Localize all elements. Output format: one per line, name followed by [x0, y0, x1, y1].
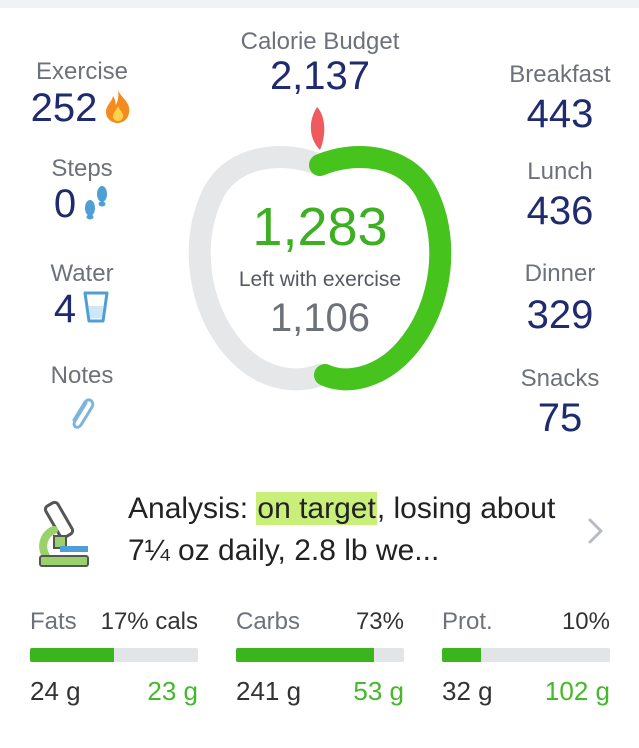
water-stat[interactable]: 4 [12, 287, 152, 332]
water-glass-icon [82, 290, 110, 329]
macro-name: Fats [30, 608, 77, 635]
exercise-value: 252 [30, 86, 98, 130]
calorie-budget-value[interactable]: 2,137 [269, 54, 371, 98]
calorie-budget-label: Calorie Budget [240, 28, 400, 55]
dinner-label: Dinner [524, 260, 596, 287]
exercise-label: Exercise [35, 58, 129, 85]
analysis-prefix: Analysis: [128, 492, 257, 525]
analysis-detail: , losing about 7¼ oz daily, 2.8 lb we... [128, 492, 556, 567]
apple-leaf [310, 107, 325, 150]
footsteps-icon [82, 184, 110, 225]
macro-used: 32 g [442, 676, 493, 706]
left-with-exercise-value: 1,106 [269, 296, 371, 340]
macro-bar-track [236, 648, 404, 662]
analysis-text: Analysis: on target, losing about 7¼ oz … [128, 488, 578, 572]
macro-carbs[interactable]: Carbs 73% 241 g 53 g [236, 608, 404, 707]
lunch-label: Lunch [527, 158, 593, 185]
microscope-icon [34, 496, 94, 577]
water-label: Water [50, 260, 114, 287]
breakfast-label: Breakfast [509, 61, 611, 88]
macro-used: 24 g [30, 676, 81, 706]
macro-percent: 17% cals [100, 608, 198, 635]
macro-goal: 23 g [147, 676, 198, 706]
exercise-stat[interactable]: 252 [12, 86, 152, 131]
analysis-row[interactable]: Analysis: on target, losing about 7¼ oz … [0, 488, 639, 588]
top-bar [0, 0, 639, 8]
steps-label: Steps [51, 155, 113, 182]
water-value: 4 [53, 287, 77, 331]
steps-value: 0 [53, 182, 77, 226]
macro-protein[interactable]: Prot. 10% 32 g 102 g [442, 608, 610, 707]
chevron-right-icon[interactable] [586, 516, 606, 551]
lunch-value[interactable]: 436 [526, 189, 594, 233]
macro-percent: 10% [561, 608, 610, 635]
analysis-status-highlight: on target [256, 492, 377, 525]
macro-goal: 53 g [353, 676, 404, 706]
steps-stat[interactable]: 0 [12, 182, 152, 227]
macro-bar-fill [30, 648, 114, 662]
paperclip-icon[interactable] [66, 393, 96, 440]
macro-used: 241 g [236, 676, 302, 706]
calorie-apple-ring[interactable] [175, 95, 465, 400]
breakfast-value[interactable]: 443 [526, 92, 594, 136]
macro-bar-fill [236, 648, 374, 662]
apple-ring-consumed [309, 146, 452, 391]
flame-icon [103, 88, 133, 129]
macro-bar-track [30, 648, 198, 662]
macro-bar-track [442, 648, 610, 662]
snacks-label: Snacks [520, 365, 600, 392]
macro-bar-fill [442, 648, 481, 662]
dinner-value[interactable]: 329 [526, 293, 594, 337]
notes-label: Notes [50, 362, 114, 389]
macro-goal: 102 g [544, 676, 610, 706]
macro-name: Prot. [442, 608, 493, 635]
macro-name: Carbs [236, 608, 301, 635]
calories-remaining: 1,283 [252, 197, 388, 257]
snacks-value[interactable]: 75 [537, 396, 583, 440]
left-with-exercise-label: Left with exercise [238, 268, 402, 291]
apple-ring-remaining [188, 146, 331, 391]
macro-percent: 73% [355, 608, 404, 635]
macro-fats[interactable]: Fats 17% cals 24 g 23 g [30, 608, 198, 707]
